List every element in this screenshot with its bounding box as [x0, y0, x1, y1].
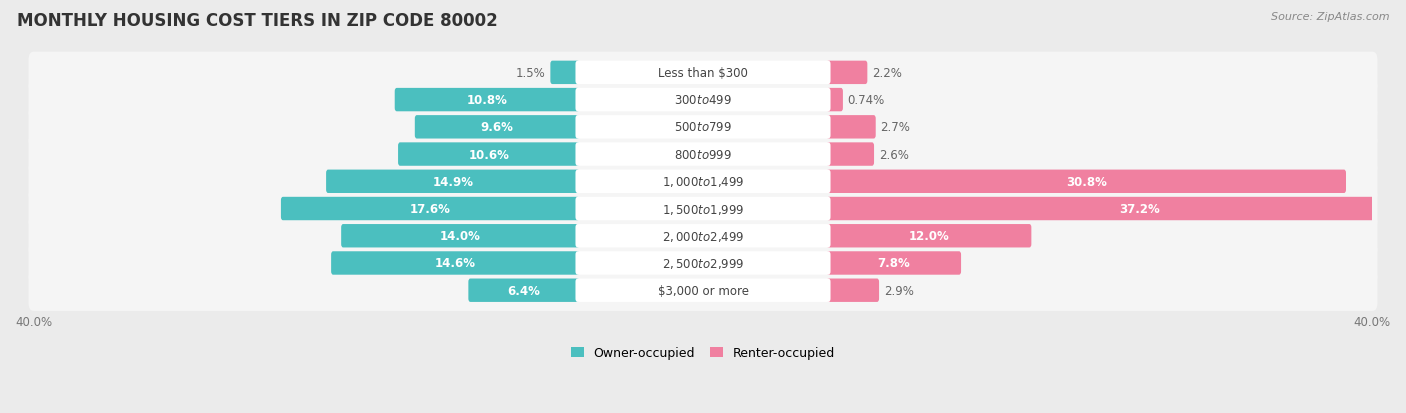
FancyBboxPatch shape [28, 216, 1378, 257]
FancyBboxPatch shape [468, 279, 579, 302]
Text: 14.0%: 14.0% [440, 230, 481, 243]
FancyBboxPatch shape [550, 62, 579, 85]
Text: 14.9%: 14.9% [432, 176, 474, 188]
Text: 0.74%: 0.74% [848, 94, 884, 107]
FancyBboxPatch shape [827, 252, 962, 275]
FancyBboxPatch shape [28, 270, 1378, 311]
Text: Less than $300: Less than $300 [658, 66, 748, 80]
Text: 10.6%: 10.6% [468, 148, 509, 161]
FancyBboxPatch shape [28, 134, 1378, 176]
FancyBboxPatch shape [575, 197, 831, 221]
Text: 1.5%: 1.5% [516, 66, 546, 80]
FancyBboxPatch shape [281, 197, 579, 221]
Text: 2.9%: 2.9% [884, 284, 914, 297]
FancyBboxPatch shape [395, 89, 579, 112]
FancyBboxPatch shape [398, 143, 579, 166]
FancyBboxPatch shape [415, 116, 579, 139]
Text: $2,000 to $2,499: $2,000 to $2,499 [662, 229, 744, 243]
FancyBboxPatch shape [827, 225, 1032, 248]
Text: 14.6%: 14.6% [434, 257, 475, 270]
Text: 2.7%: 2.7% [880, 121, 910, 134]
FancyBboxPatch shape [827, 143, 875, 166]
FancyBboxPatch shape [326, 170, 579, 194]
Text: $800 to $999: $800 to $999 [673, 148, 733, 161]
FancyBboxPatch shape [28, 243, 1378, 284]
FancyBboxPatch shape [827, 170, 1346, 194]
FancyBboxPatch shape [827, 62, 868, 85]
Text: 17.6%: 17.6% [409, 202, 451, 216]
Text: 12.0%: 12.0% [908, 230, 949, 243]
Text: $1,000 to $1,499: $1,000 to $1,499 [662, 175, 744, 189]
FancyBboxPatch shape [575, 143, 831, 166]
Text: $3,000 or more: $3,000 or more [658, 284, 748, 297]
Text: Source: ZipAtlas.com: Source: ZipAtlas.com [1271, 12, 1389, 22]
Text: $2,500 to $2,999: $2,500 to $2,999 [662, 256, 744, 271]
Text: $500 to $799: $500 to $799 [673, 121, 733, 134]
Text: $1,500 to $1,999: $1,500 to $1,999 [662, 202, 744, 216]
FancyBboxPatch shape [575, 62, 831, 85]
FancyBboxPatch shape [575, 89, 831, 112]
Text: 10.8%: 10.8% [467, 94, 508, 107]
FancyBboxPatch shape [827, 279, 879, 302]
FancyBboxPatch shape [575, 170, 831, 194]
FancyBboxPatch shape [28, 80, 1378, 121]
FancyBboxPatch shape [28, 188, 1378, 230]
FancyBboxPatch shape [28, 52, 1378, 94]
Text: $300 to $499: $300 to $499 [673, 94, 733, 107]
Text: 2.6%: 2.6% [879, 148, 908, 161]
FancyBboxPatch shape [827, 197, 1406, 221]
FancyBboxPatch shape [575, 279, 831, 302]
FancyBboxPatch shape [342, 225, 579, 248]
FancyBboxPatch shape [28, 107, 1378, 148]
FancyBboxPatch shape [28, 161, 1378, 202]
FancyBboxPatch shape [575, 252, 831, 275]
Text: MONTHLY HOUSING COST TIERS IN ZIP CODE 80002: MONTHLY HOUSING COST TIERS IN ZIP CODE 8… [17, 12, 498, 30]
Text: 9.6%: 9.6% [481, 121, 513, 134]
Text: 6.4%: 6.4% [508, 284, 540, 297]
Text: 2.2%: 2.2% [872, 66, 901, 80]
Text: 37.2%: 37.2% [1119, 202, 1160, 216]
FancyBboxPatch shape [332, 252, 579, 275]
Text: 30.8%: 30.8% [1066, 176, 1107, 188]
Text: 7.8%: 7.8% [877, 257, 910, 270]
FancyBboxPatch shape [827, 116, 876, 139]
Legend: Owner-occupied, Renter-occupied: Owner-occupied, Renter-occupied [571, 347, 835, 359]
FancyBboxPatch shape [827, 89, 844, 112]
FancyBboxPatch shape [575, 116, 831, 139]
FancyBboxPatch shape [575, 225, 831, 248]
